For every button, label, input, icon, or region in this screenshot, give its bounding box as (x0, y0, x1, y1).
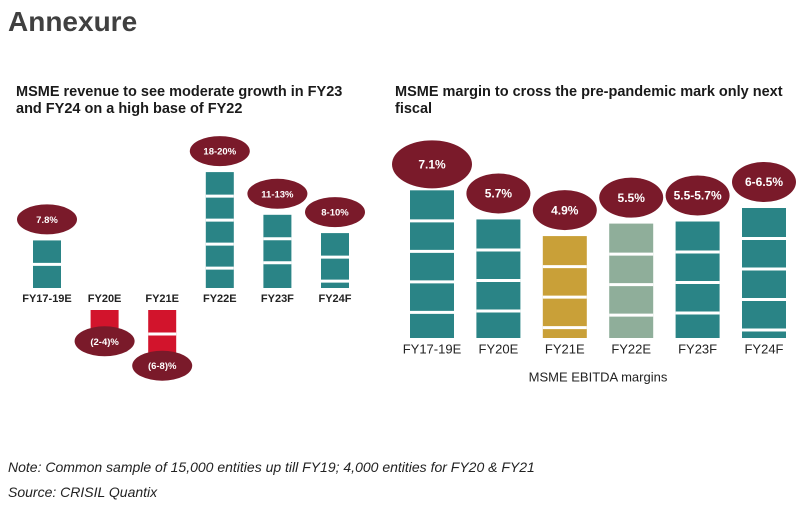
x-tick-label: FY22E (611, 341, 651, 356)
value-label: 7.8% (36, 215, 58, 226)
note: Note: Common sample of 15,000 entities u… (8, 459, 535, 475)
source: Source: CRISIL Quantix (8, 484, 158, 500)
bar (609, 223, 654, 338)
x-tick-label: FY24F (744, 341, 783, 356)
x-tick-label: FY24F (318, 293, 351, 305)
value-label-bubble (466, 173, 531, 214)
value-label: 8-10% (321, 208, 349, 219)
value-label: 11-13% (261, 189, 294, 200)
value-label-bubble (132, 350, 193, 381)
x-tick-label: FY23F (261, 293, 294, 305)
bar (263, 214, 292, 288)
value-label-bubble (665, 175, 730, 216)
x-tick-label: FY23F (678, 341, 717, 356)
value-label: 4.9% (551, 203, 579, 217)
bar (542, 236, 587, 338)
x-tick-label: FY20E (479, 341, 519, 356)
value-label: 5.5% (618, 191, 646, 205)
value-label: 18-20% (203, 147, 236, 158)
x-tick-label: FY17-19E (22, 293, 72, 305)
value-label-bubble (732, 162, 796, 202)
bar (321, 233, 349, 288)
bar (476, 219, 521, 338)
value-label-bubble (305, 197, 365, 228)
bar (742, 208, 786, 338)
value-label: 7.1% (418, 157, 446, 171)
value-label: (6-8)% (148, 361, 177, 372)
x-tick-label: FY21E (545, 341, 585, 356)
value-label-bubble (599, 177, 664, 218)
value-label-bubble (17, 204, 77, 235)
value-label: 6-6.5% (745, 175, 783, 189)
value-label: (2-4)% (90, 337, 119, 348)
value-label-bubble (392, 140, 472, 189)
value-label: 5.5-5.7% (674, 189, 722, 203)
x-tick-label: FY21E (145, 293, 179, 305)
value-label-bubble (532, 190, 597, 231)
value-label-bubble (189, 136, 250, 167)
bar (90, 310, 119, 329)
chart-title: MSME revenue to see moderate growth in F… (16, 84, 343, 117)
x-tick-label: FY22E (203, 293, 237, 305)
bar (205, 172, 234, 288)
x-tick-label: FY20E (88, 293, 122, 305)
x-axis-label: MSME EBITDA margins (529, 369, 668, 384)
bar (148, 310, 177, 353)
bar (675, 221, 720, 338)
bar (410, 190, 454, 338)
chart-title: MSME margin to cross the pre-pandemic ma… (395, 84, 783, 117)
x-tick-label: FY17-19E (403, 341, 462, 356)
page-title: Annexure (8, 6, 138, 37)
value-label: 5.7% (485, 187, 513, 201)
value-label-bubble (247, 178, 308, 209)
value-label-bubble (74, 326, 135, 357)
